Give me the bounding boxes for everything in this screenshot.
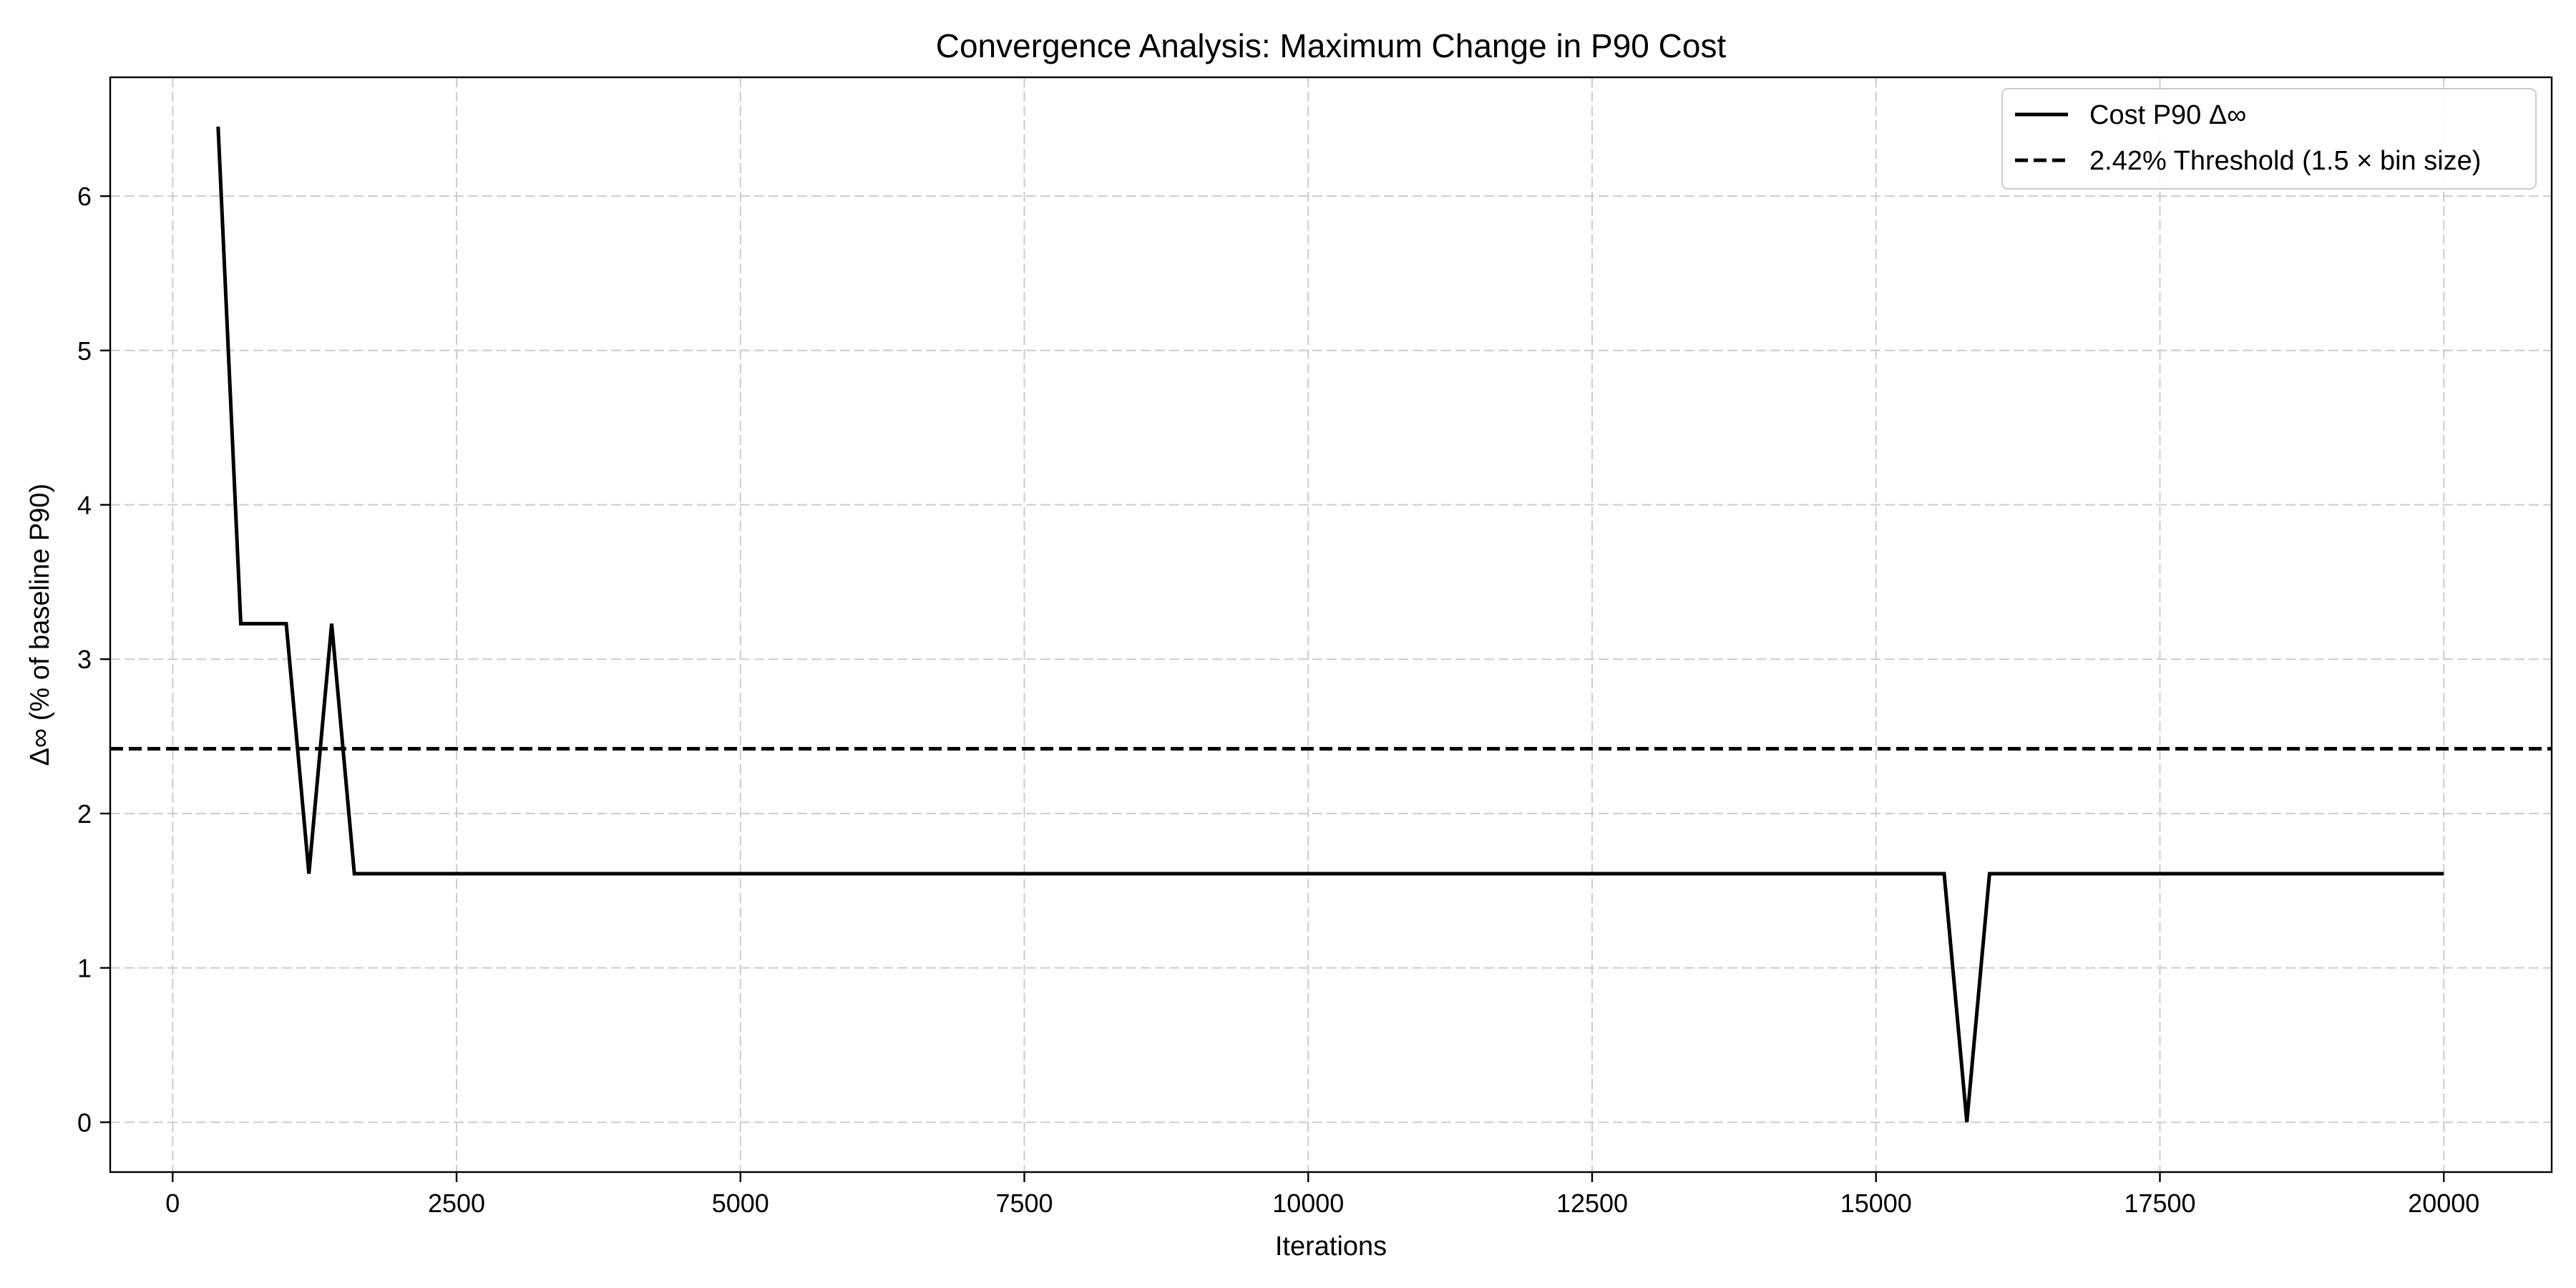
grid-layer — [110, 77, 2552, 1172]
tick-layer: 0 2500 5000 7500 10000 12500 15000 17500 20000 0 1… — [77, 182, 2479, 1218]
y-tick-label: 1 — [77, 954, 92, 983]
x-tick-label: 2500 — [428, 1189, 485, 1218]
y-tick-label: 0 — [77, 1108, 92, 1137]
y-tick-label: 3 — [77, 645, 92, 674]
legend: Cost P90 Δ∞ 2.42% Threshold (1.5 × bin s… — [2001, 88, 2537, 190]
chart-title: Convergence Analysis: Maximum Change in … — [936, 27, 1727, 64]
x-axis-label: Iterations — [1275, 1231, 1387, 1262]
x-tick-label: 7500 — [995, 1189, 1053, 1218]
x-tick-label: 15000 — [1840, 1189, 1912, 1218]
x-tick-label: 20000 — [2408, 1189, 2479, 1218]
x-tick-label: 17500 — [2124, 1189, 2195, 1218]
y-tick-label: 5 — [77, 336, 92, 366]
legend-label-series: Cost P90 Δ∞ — [2089, 100, 2246, 130]
series-line-cost-p90 — [216, 126, 2444, 1123]
x-tick-label: 12500 — [1556, 1189, 1628, 1218]
y-tick-label: 2 — [77, 799, 92, 829]
legend-label-threshold: 2.42% Threshold (1.5 × bin size) — [2089, 146, 2481, 176]
y-tick-label: 6 — [77, 182, 92, 211]
plot-frame — [109, 76, 2553, 1174]
x-tick-label: 5000 — [712, 1189, 769, 1218]
legend-box — [2001, 88, 2537, 190]
x-tick-label: 10000 — [1272, 1189, 1344, 1218]
data-layer — [110, 126, 2552, 1123]
y-axis-label: Δ∞ (% of baseline P90) — [25, 484, 55, 766]
x-tick-label: 0 — [165, 1189, 180, 1218]
y-tick-label: 4 — [77, 491, 92, 520]
